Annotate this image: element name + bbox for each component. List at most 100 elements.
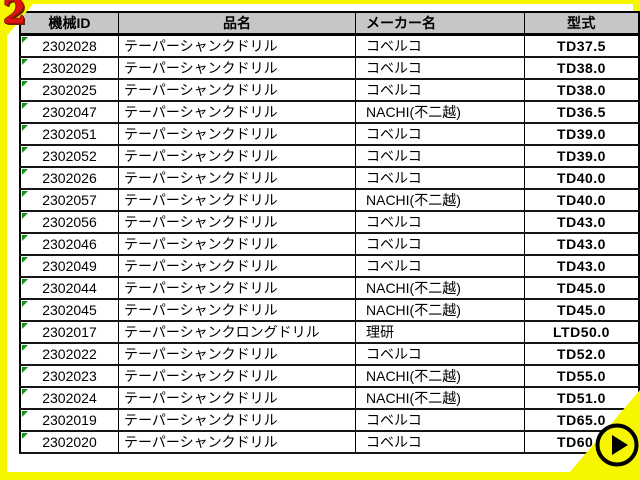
cell-name: テーパーシャンクドリル <box>118 387 356 410</box>
table-row: 2302045 テーパーシャンクドリル NACHI(不二越) TD45.0 <box>19 299 640 322</box>
cell-id: 2302026 <box>19 167 119 190</box>
cell-id: 2302047 <box>19 101 119 124</box>
cell-id: 2302022 <box>19 343 119 366</box>
cell-id: 2302044 <box>19 277 119 300</box>
table-row: 2302044 テーパーシャンクドリル NACHI(不二越) TD45.0 <box>19 277 640 300</box>
cell-name: テーパーシャンクドリル <box>118 167 356 190</box>
cell-id: 2302020 <box>19 431 119 454</box>
table-row: 2302029 テーパーシャンクドリル コベルコ TD38.0 <box>19 57 640 80</box>
cell-name: テーパーシャンクドリル <box>118 299 356 322</box>
column-header-id: 機械ID <box>19 12 119 36</box>
cell-maker: コベルコ <box>355 79 525 102</box>
column-header-model: 型式 <box>524 12 640 36</box>
cell-id: 2302025 <box>19 79 119 102</box>
cell-name: テーパーシャンクドリル <box>118 57 356 80</box>
cell-name: テーパーシャンクドリル <box>118 233 356 256</box>
table-row: 2302020 テーパーシャンクドリル コベルコ TD60.0 <box>19 431 640 454</box>
cell-model: TD39.0 <box>524 145 640 168</box>
cell-maker: コベルコ <box>355 431 525 454</box>
cell-maker: コベルコ <box>355 57 525 80</box>
table-row: 2302056 テーパーシャンクドリル コベルコ TD43.0 <box>19 211 640 234</box>
cell-id: 2302028 <box>19 34 119 58</box>
cell-maker: コベルコ <box>355 145 525 168</box>
cell-model: TD37.5 <box>524 34 640 58</box>
cell-model: TD45.0 <box>524 299 640 322</box>
cell-id: 2302049 <box>19 255 119 278</box>
machine-table: 機械ID 品名 メーカー名 型式 2302028 テーパーシャンクドリル コベルコ TD37… <box>19 11 640 454</box>
next-slide-button[interactable] <box>594 422 640 468</box>
cell-model: TD43.0 <box>524 255 640 278</box>
cell-maker: NACHI(不二越) <box>355 365 525 388</box>
table-row: 2302047 テーパーシャンクドリル NACHI(不二越) TD36.5 <box>19 101 640 124</box>
cell-name: テーパーシャンクドリル <box>118 123 356 146</box>
cell-id: 2302023 <box>19 365 119 388</box>
cell-name: テーパーシャンクドリル <box>118 365 356 388</box>
cell-model: TD40.0 <box>524 189 640 212</box>
cell-id: 2302029 <box>19 57 119 80</box>
cell-id: 2302045 <box>19 299 119 322</box>
table-row: 2302049 テーパーシャンクドリル コベルコ TD43.0 <box>19 255 640 278</box>
table-row: 2302046 テーパーシャンクドリル コベルコ TD43.0 <box>19 233 640 256</box>
cell-maker: NACHI(不二越) <box>355 189 525 212</box>
slide-number: 2 <box>3 0 26 31</box>
cell-id: 2302056 <box>19 211 119 234</box>
cell-name: テーパーシャンクドリル <box>118 255 356 278</box>
cell-name: テーパーシャンクドリル <box>118 277 356 300</box>
cell-model: TD40.0 <box>524 167 640 190</box>
table-row: 2302022 テーパーシャンクドリル コベルコ TD52.0 <box>19 343 640 366</box>
cell-maker: NACHI(不二越) <box>355 299 525 322</box>
cell-name: テーパーシャンクドリル <box>118 211 356 234</box>
cell-name: テーパーシャンクロングドリル <box>118 321 356 344</box>
column-header-maker: メーカー名 <box>355 12 525 36</box>
cell-model: TD39.0 <box>524 123 640 146</box>
cell-name: テーパーシャンクドリル <box>118 79 356 102</box>
cell-model: TD38.0 <box>524 57 640 80</box>
play-right-icon <box>595 423 639 467</box>
table-row: 2302024 テーパーシャンクドリル NACHI(不二越) TD51.0 <box>19 387 640 410</box>
cell-maker: 理研 <box>355 321 525 344</box>
cell-maker: コベルコ <box>355 255 525 278</box>
table-row: 2302025 テーパーシャンクドリル コベルコ TD38.0 <box>19 79 640 102</box>
cell-name: テーパーシャンクドリル <box>118 189 356 212</box>
table-row: 2302026 テーパーシャンクドリル コベルコ TD40.0 <box>19 167 640 190</box>
cell-maker: NACHI(不二越) <box>355 101 525 124</box>
cell-model: TD45.0 <box>524 277 640 300</box>
cell-id: 2302019 <box>19 409 119 432</box>
cell-model: TD38.0 <box>524 79 640 102</box>
cell-model: TD52.0 <box>524 343 640 366</box>
cell-name: テーパーシャンクドリル <box>118 409 356 432</box>
cell-maker: NACHI(不二越) <box>355 387 525 410</box>
cell-model: TD43.0 <box>524 211 640 234</box>
table-row: 2302023 テーパーシャンクドリル NACHI(不二越) TD55.0 <box>19 365 640 388</box>
table-row: 2302019 テーパーシャンクドリル コベルコ TD65.0 <box>19 409 640 432</box>
cell-maker: コベルコ <box>355 233 525 256</box>
cell-model: TD43.0 <box>524 233 640 256</box>
column-header-name: 品名 <box>118 12 356 36</box>
table-row: 2302028 テーパーシャンクドリル コベルコ TD37.5 <box>19 34 640 58</box>
cell-name: テーパーシャンクドリル <box>118 343 356 366</box>
cell-name: テーパーシャンクドリル <box>118 34 356 58</box>
cell-maker: コベルコ <box>355 409 525 432</box>
cell-maker: NACHI(不二越) <box>355 277 525 300</box>
cell-maker: コベルコ <box>355 343 525 366</box>
cell-model: TD55.0 <box>524 365 640 388</box>
cell-name: テーパーシャンクドリル <box>118 101 356 124</box>
cell-id: 2302052 <box>19 145 119 168</box>
cell-id: 2302057 <box>19 189 119 212</box>
cell-id: 2302051 <box>19 123 119 146</box>
table-header: 機械ID 品名 メーカー名 型式 <box>19 12 640 36</box>
cell-maker: コベルコ <box>355 167 525 190</box>
cell-id: 2302024 <box>19 387 119 410</box>
cell-maker: コベルコ <box>355 211 525 234</box>
cell-model: TD36.5 <box>524 101 640 124</box>
cell-model: LTD50.0 <box>524 321 640 344</box>
cell-id: 2302046 <box>19 233 119 256</box>
cell-maker: コベルコ <box>355 123 525 146</box>
table-body: 2302028 テーパーシャンクドリル コベルコ TD37.5 2302029 テーパーシ… <box>19 34 640 454</box>
table-row: 2302052 テーパーシャンクドリル コベルコ TD39.0 <box>19 145 640 168</box>
cell-id: 2302017 <box>19 321 119 344</box>
table-row: 2302051 テーパーシャンクドリル コベルコ TD39.0 <box>19 123 640 146</box>
table-row: 2302057 テーパーシャンクドリル NACHI(不二越) TD40.0 <box>19 189 640 212</box>
cell-name: テーパーシャンクドリル <box>118 431 356 454</box>
